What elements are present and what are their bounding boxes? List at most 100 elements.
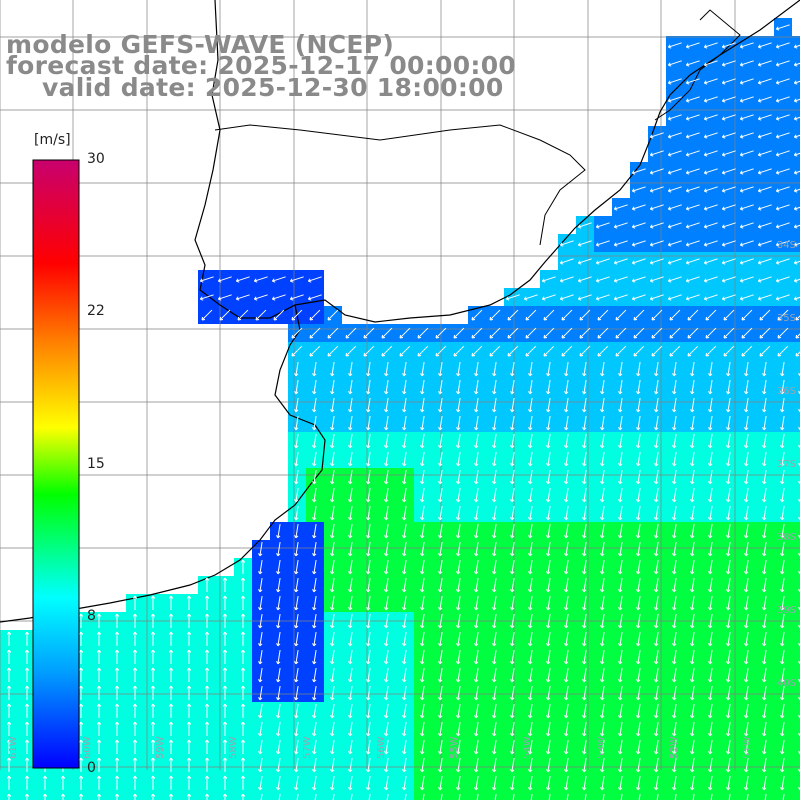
wind-arrow-head: [631, 242, 636, 247]
lat-label-35s: 35S: [776, 313, 796, 324]
wind-arrow: [579, 309, 591, 321]
wind-arrow: [403, 686, 407, 700]
wind-arrow: [403, 416, 407, 430]
field-cell: [792, 468, 800, 486]
wind-arrow-head: [258, 553, 263, 557]
wind-arrow-head: [561, 334, 566, 339]
wind-arrow: [439, 452, 443, 466]
wind-arrow: [565, 398, 569, 412]
wind-arrow: [331, 398, 335, 412]
wind-arrow: [745, 416, 749, 430]
wind-arrow: [668, 186, 682, 192]
wind-arrow-head: [510, 571, 515, 575]
wind-arrow: [722, 276, 736, 282]
wind-arrow-head: [510, 589, 515, 593]
wind-arrow-head: [258, 715, 263, 719]
wind-arrow-head: [582, 697, 587, 701]
wind-arrow: [421, 650, 425, 664]
wind-arrow: [727, 722, 731, 736]
wind-arrow-head: [582, 715, 587, 719]
wind-arrow: [313, 560, 317, 574]
wind-arrow: [327, 327, 339, 339]
wind-arrow-head: [762, 481, 767, 485]
wind-arrow-head: [613, 224, 618, 229]
wind-arrow: [686, 96, 700, 102]
wind-arrow: [277, 740, 281, 754]
wind-arrow-head: [600, 769, 605, 773]
wind-arrow-head: [739, 278, 744, 283]
wind-arrow: [781, 542, 785, 556]
wind-arrow: [295, 614, 299, 628]
wind-arrow-head: [366, 697, 371, 701]
wind-arrow-head: [654, 535, 659, 539]
wind-arrow-head: [24, 631, 30, 635]
wind-arrow-head: [615, 316, 620, 321]
wind-arrow-head: [582, 625, 587, 629]
wind-arrow-head: [582, 373, 587, 377]
wind-arrow: [579, 327, 591, 339]
colorbar-unit: [m/s]: [34, 132, 71, 148]
wind-arrow: [565, 614, 569, 628]
lon-label-57w: 57W: [302, 736, 313, 759]
wind-arrow: [637, 560, 641, 574]
wind-arrow-head: [649, 278, 654, 283]
wind-arrow-head: [402, 769, 407, 773]
wind-arrow-head: [366, 769, 371, 773]
wind-arrow: [403, 596, 407, 610]
wind-arrow: [475, 722, 479, 736]
wind-arrow-head: [204, 721, 210, 725]
wind-arrow: [435, 345, 447, 357]
wind-arrow-head: [384, 427, 389, 431]
wind-arrow-head: [456, 553, 461, 557]
wind-arrow-head: [667, 116, 672, 121]
wind-arrow: [596, 258, 610, 264]
wind-arrow-head: [780, 373, 785, 377]
wind-arrow: [668, 222, 682, 228]
wind-arrow-head: [564, 373, 569, 377]
wind-arrow-head: [654, 517, 659, 521]
wind-arrow: [794, 170, 800, 174]
wind-arrow: [565, 722, 569, 736]
wind-arrow: [655, 542, 659, 556]
wind-arrow: [673, 596, 677, 610]
wind-arrow-head: [741, 352, 746, 357]
wind-arrow-head: [721, 152, 726, 157]
wind-arrow-head: [582, 427, 587, 431]
wind-arrow-head: [564, 445, 569, 449]
wind-arrow-head: [474, 445, 479, 449]
wind-arrow: [529, 578, 533, 592]
wind-arrow-head: [402, 571, 407, 575]
wind-arrow-head: [204, 631, 210, 635]
wind-arrow: [313, 434, 317, 448]
wind-arrow-head: [564, 553, 569, 557]
wind-arrow: [740, 222, 754, 228]
wind-arrow: [475, 470, 479, 484]
wind-arrow-head: [438, 481, 443, 485]
wind-arrow-head: [793, 206, 798, 211]
wind-arrow-head: [543, 352, 548, 357]
wind-arrow-head: [492, 643, 497, 647]
wind-arrow: [385, 506, 389, 520]
wind-arrow-head: [186, 685, 192, 689]
wind-arrow-head: [78, 703, 84, 707]
wind-arrow: [493, 452, 497, 466]
wind-arrow: [709, 398, 713, 412]
wind-arrow: [403, 632, 407, 646]
wind-arrow-head: [649, 224, 654, 229]
wind-arrow: [457, 578, 461, 592]
wind-arrow-head: [582, 517, 587, 521]
wind-arrow: [457, 506, 461, 520]
wind-arrow-head: [631, 278, 636, 283]
wind-arrow: [349, 434, 353, 448]
wind-arrow: [637, 776, 641, 790]
wind-arrow-head: [420, 625, 425, 629]
wind-arrow: [709, 488, 713, 502]
wind-arrow-head: [492, 697, 497, 701]
title-forecast-date: forecast date: 2025-12-17 00:00:00: [6, 51, 517, 80]
wind-arrow: [529, 362, 533, 376]
wind-arrow-head: [775, 116, 780, 121]
wind-arrow: [457, 560, 461, 574]
wind-arrow-head: [492, 787, 497, 791]
wind-arrow: [705, 327, 717, 339]
wind-arrow-head: [366, 517, 371, 521]
